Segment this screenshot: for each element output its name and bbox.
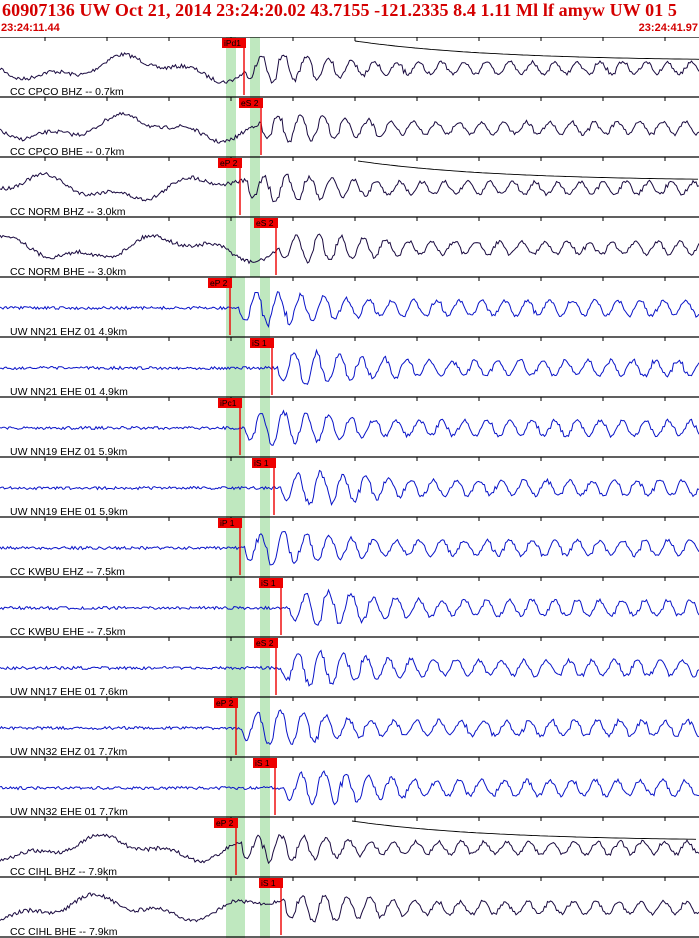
waveform	[0, 649, 699, 687]
station-label: CC CPCO BHE -- 0.7km	[10, 146, 125, 158]
station-label: UW NN17 EHE 01 7.6km	[10, 686, 128, 698]
trace-row: iS 1 CC KWBU EHE -- 7.5km	[0, 576, 699, 638]
trace-row: eP 2 UW NN21 EHZ 01 4.9km	[0, 276, 699, 338]
pick-label: iS 1	[252, 338, 267, 348]
coda-decay-curve	[351, 820, 697, 840]
pick-flag	[208, 278, 232, 288]
trace-row: iP 1 CC KWBU EHZ -- 7.5km	[0, 516, 699, 578]
pick-label: eP 2	[216, 818, 234, 828]
waveform	[0, 172, 699, 203]
pick-label: iP 1	[220, 518, 235, 528]
p-window-band-lower	[235, 277, 245, 938]
station-label: CC CIHL BHE -- 7.9km	[10, 926, 118, 938]
pick-label: eS 2	[256, 218, 274, 228]
pick-flag	[250, 338, 274, 348]
pick-label: eS 2	[241, 98, 259, 108]
pick-label: eP 2	[220, 158, 238, 168]
pick-flag	[259, 878, 283, 888]
waveform	[0, 892, 699, 923]
pick-label: iS 1	[255, 758, 270, 768]
trace-row: eS 2 UW NN17 EHE 01 7.6km	[0, 636, 699, 698]
waveform	[0, 52, 699, 84]
seismogram-panel: iPd1 CC CPCO BHZ -- 0.7km eS 2 CC CPCO BHE …	[0, 37, 699, 938]
trace-row: iS 1 UW NN21 EHE 01 4.9km	[0, 336, 699, 398]
pick-flag	[218, 518, 242, 528]
station-label: CC NORM BHZ -- 3.0km	[10, 206, 126, 218]
waveform	[0, 709, 699, 746]
p-window-band	[226, 37, 236, 938]
pick-flag	[259, 578, 283, 588]
pick-flag	[253, 758, 277, 768]
waveform	[0, 111, 699, 144]
pick-flag	[214, 698, 238, 708]
station-label: CC CIHL BHZ -- 7.9km	[10, 866, 117, 878]
end-time: 23:24:41.97	[638, 22, 698, 34]
pick-flag	[222, 38, 246, 48]
start-time: 23:24:11.44	[1, 22, 60, 34]
pick-flag	[254, 638, 278, 648]
pick-flag	[218, 158, 242, 168]
station-label: CC KWBU EHE -- 7.5km	[10, 626, 126, 638]
waveform	[0, 291, 699, 329]
waveform	[0, 409, 699, 446]
header: 60907136 UW Oct 21, 2014 23:24:20.02 43.…	[0, 0, 699, 37]
station-label: CC KWBU EHZ -- 7.5km	[10, 566, 125, 578]
trace-row: iS 1 UW NN19 EHE 01 5.9km	[0, 456, 699, 518]
station-label: UW NN19 EHZ 01 5.9km	[10, 446, 128, 458]
pick-label: iPc1	[220, 398, 237, 408]
pick-label: iPd1	[224, 38, 241, 48]
pick-flag	[254, 218, 278, 228]
pick-label: iS 1	[254, 458, 269, 468]
trace-row: iPd1 CC CPCO BHZ -- 0.7km	[0, 37, 699, 98]
station-label: UW NN21 EHZ 01 4.9km	[10, 326, 128, 338]
waveform	[0, 588, 699, 626]
waveform	[0, 348, 699, 385]
pick-label: iS 1	[261, 878, 276, 888]
trace-row: eP 2 CC NORM BHZ -- 3.0km	[0, 156, 699, 218]
coda-decay-curve	[354, 40, 699, 60]
pick-label: iS 1	[261, 578, 276, 588]
station-label: UW NN21 EHE 01 4.9km	[10, 386, 128, 398]
trace-row: eS 2 CC NORM BHE -- 3.0km	[0, 216, 699, 278]
pick-label: eP 2	[216, 698, 234, 708]
trace-row: iPc1 UW NN19 EHZ 01 5.9km	[0, 396, 699, 458]
waveform	[0, 530, 699, 566]
waveform	[0, 833, 699, 865]
trace-row: eP 2 UW NN32 EHZ 01 7.7km	[0, 696, 699, 758]
station-label: UW NN32 EHE 01 7.7km	[10, 806, 128, 818]
station-label: UW NN32 EHZ 01 7.7km	[10, 746, 128, 758]
coda-decay-curve	[357, 160, 698, 180]
station-label: CC CPCO BHZ -- 0.7km	[10, 86, 124, 98]
pick-label: eP 2	[210, 278, 228, 288]
pick-label: eS 2	[256, 638, 274, 648]
waveform	[0, 770, 699, 806]
pick-flag	[239, 98, 263, 108]
pick-flag	[218, 398, 242, 408]
waveform	[0, 233, 699, 265]
station-label: UW NN19 EHE 01 5.9km	[10, 506, 128, 518]
event-title: 60907136 UW Oct 21, 2014 23:24:20.02 43.…	[2, 0, 677, 20]
pick-flag	[252, 458, 276, 468]
waveform	[0, 469, 699, 506]
pick-flag	[214, 818, 238, 828]
trace-row: eS 2 CC CPCO BHE -- 0.7km	[0, 96, 699, 158]
trace-row: eP 2 CC CIHL BHZ -- 7.9km	[0, 816, 699, 878]
station-label: CC NORM BHE -- 3.0km	[10, 266, 126, 278]
trace-row: iS 1 CC CIHL BHE -- 7.9km	[0, 876, 699, 938]
trace-row: iS 1 UW NN32 EHE 01 7.7km	[0, 756, 699, 818]
